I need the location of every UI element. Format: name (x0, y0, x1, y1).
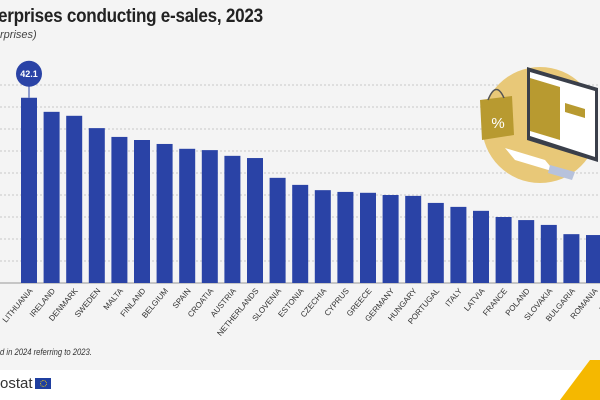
bar (337, 191, 354, 283)
chart-subtitle: rprises) (0, 29, 37, 41)
bar (179, 148, 196, 283)
bar (21, 97, 37, 283)
bar (201, 150, 218, 283)
bar (111, 136, 128, 283)
bar (495, 217, 512, 283)
bar (66, 115, 83, 283)
e-commerce-illustration: % (480, 67, 598, 183)
eurostat-logo: ostat (0, 375, 51, 392)
logo-text: ostat (0, 375, 33, 392)
data-label: 42.1 (20, 69, 38, 79)
bar (88, 128, 105, 283)
bar (314, 190, 331, 283)
bar (540, 224, 557, 283)
bar (43, 111, 60, 283)
bar (563, 234, 580, 283)
bar (427, 202, 444, 283)
chart-note: d in 2024 referring to 2023. (0, 347, 92, 357)
bar (450, 206, 467, 283)
bar (156, 143, 173, 283)
bar (586, 235, 600, 283)
bar (405, 195, 422, 283)
svg-text:%: % (491, 115, 504, 132)
eu-flag-icon (34, 378, 51, 389)
bar (247, 158, 263, 283)
bar (473, 210, 489, 283)
bar (360, 192, 376, 283)
bar (269, 177, 286, 283)
bar (518, 220, 535, 283)
chart-title: erprises conducting e-sales, 2023 (0, 6, 263, 27)
bar (134, 140, 150, 283)
decorative-corner (560, 360, 600, 400)
bar (292, 184, 309, 283)
x-tick-label: ITALY (444, 286, 465, 308)
x-tick-label: SPAIN (171, 286, 193, 310)
bar (382, 195, 399, 283)
bar (224, 155, 241, 283)
value-callout (16, 60, 42, 87)
x-tick-label: LITHUANIA (1, 286, 35, 324)
